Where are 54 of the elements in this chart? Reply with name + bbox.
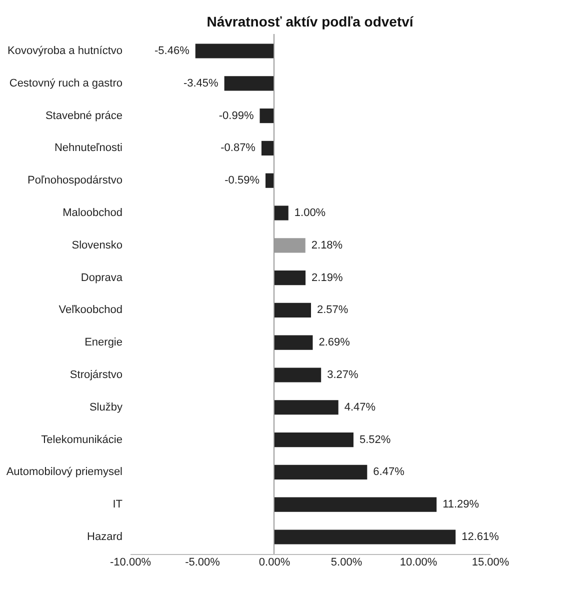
bar (274, 464, 368, 480)
y-tick-label: IT (112, 498, 123, 511)
data-label: -5.46% (154, 45, 190, 58)
data-label: -0.59% (224, 174, 260, 187)
y-tick-label: Veľkoobchod (58, 304, 122, 316)
data-label: 2.19% (312, 272, 343, 284)
y-tick-label: Nehnuteľnosti (54, 142, 122, 154)
bar (195, 44, 274, 58)
y-tick-label: Slovensko (72, 239, 122, 252)
x-tick-label: 15.00% (472, 556, 510, 568)
bar (274, 497, 437, 512)
bar (274, 400, 338, 415)
x-tick-label: -5.00% (185, 556, 220, 568)
x-tick-label: 0.00% (258, 556, 290, 568)
data-label: -0.87% (220, 142, 256, 154)
y-tick-label: Kovovýroba a hutníctvo (8, 45, 122, 58)
bar (274, 206, 288, 220)
y-tick-label: Poľnohospodárstvo (28, 174, 122, 187)
x-tick-label: -10.00% (110, 556, 152, 568)
bar (274, 530, 456, 544)
bar (274, 335, 313, 350)
data-label: 2.18% (311, 239, 343, 252)
bar (260, 108, 274, 124)
bar (224, 76, 274, 91)
bar (274, 302, 312, 318)
y-tick-label: Energie (84, 336, 122, 349)
data-label: 11.29% (442, 498, 480, 511)
bar (261, 140, 274, 156)
y-tick-label: Hazard (87, 530, 122, 543)
bar (274, 368, 322, 382)
y-tick-label: Maloobchod (62, 207, 122, 220)
data-label: 3.27% (327, 368, 358, 381)
data-label: 5.52% (359, 434, 391, 446)
data-label: 2.57% (317, 304, 348, 316)
data-label: -3.45% (183, 77, 219, 90)
data-label: 1.00% (294, 207, 326, 220)
y-tick-label: Strojárstvo (70, 368, 122, 381)
data-label: 4.47% (344, 401, 376, 414)
chart-title: Návratnosť aktív podľa odvetví (206, 14, 414, 30)
y-tick-label: Doprava (80, 272, 124, 284)
data-label: 6.47% (373, 466, 405, 478)
bar (274, 270, 306, 286)
x-tick-label: 10.00% (400, 556, 438, 568)
y-tick-label: Automobilový priemysel (6, 466, 122, 478)
bar (274, 432, 354, 448)
data-label: 2.69% (318, 336, 350, 349)
x-tick-label: 5.00% (330, 556, 362, 568)
y-tick-label: Cestovný ruch a gastro (9, 77, 122, 90)
y-tick-label: Telekomunikácie (41, 434, 122, 446)
y-tick-label: Služby (89, 401, 123, 414)
y-tick-label: Stavebné práce (45, 110, 122, 122)
data-label: 12.61% (462, 530, 500, 543)
data-label: -0.99% (218, 110, 254, 122)
bar (266, 173, 274, 188)
